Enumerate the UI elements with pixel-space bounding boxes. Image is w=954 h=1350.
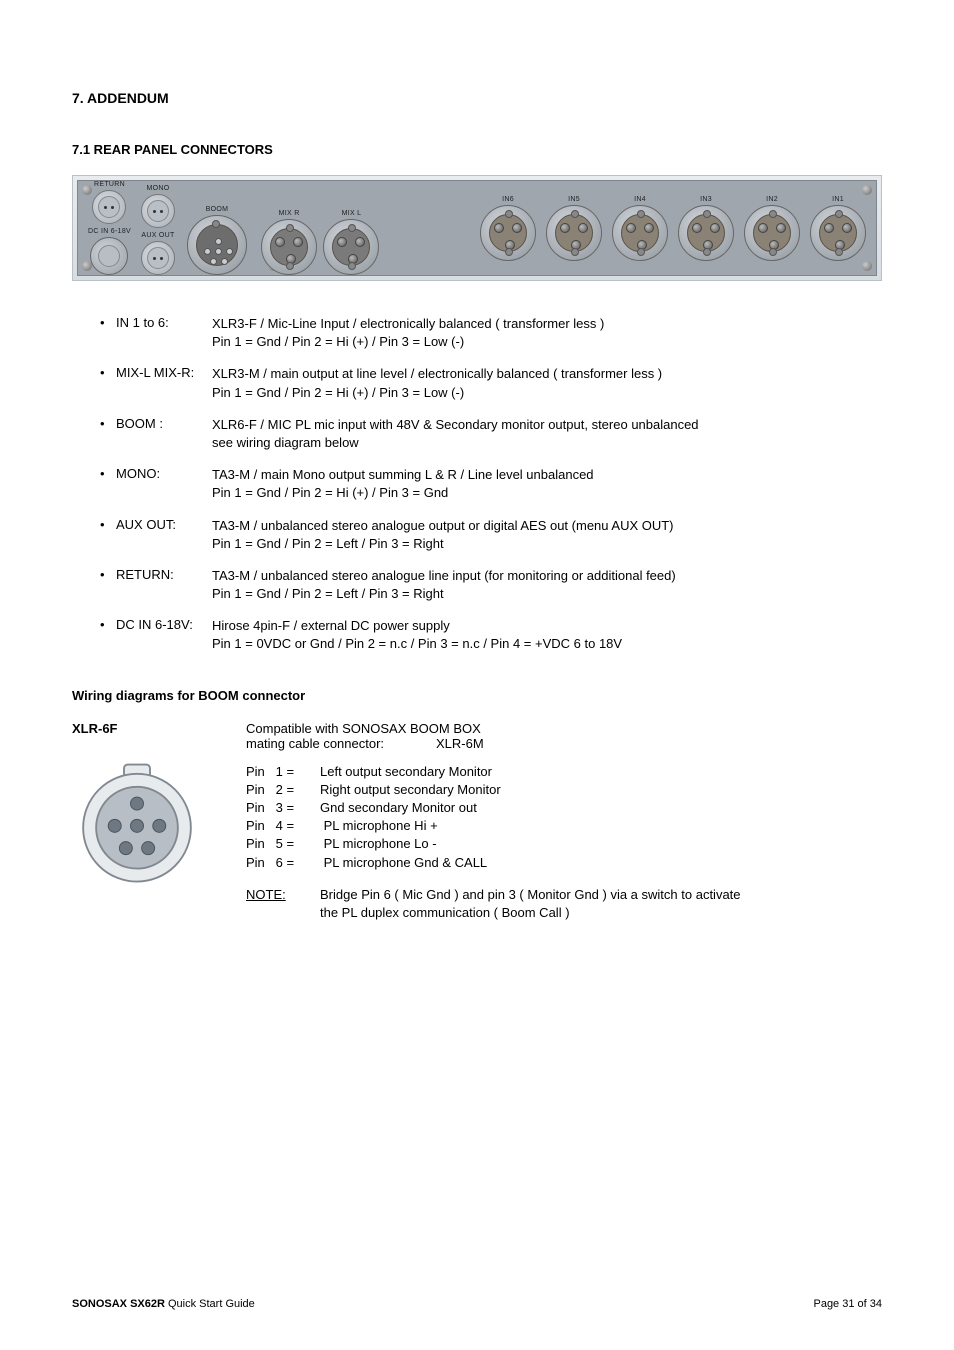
definition-term: MIX-L MIX-R: (116, 365, 212, 380)
dcin-connector-icon (90, 237, 128, 275)
pin-label: Pin 4 = (246, 817, 320, 835)
pin-label: Pin 1 = (246, 763, 320, 781)
connector-label: MONO (146, 185, 169, 192)
in1-connector-icon (810, 205, 866, 261)
pin-desc: PL microphone Lo - (320, 835, 882, 853)
pin-label: Pin 2 = (246, 781, 320, 799)
pin-row: Pin 6 = PL microphone Gnd & CALL (246, 854, 882, 872)
pin-desc: Gnd secondary Monitor out (320, 799, 882, 817)
in4-connector-icon (612, 205, 668, 261)
subsection-heading: 7.1 REAR PANEL CONNECTORS (72, 142, 882, 157)
xlr6-compat: Compatible with SONOSAX BOOM BOX (246, 721, 882, 736)
pin-row: Pin 5 = PL microphone Lo - (246, 835, 882, 853)
definition-item: MIX-L MIX-R:XLR3-M / main output at line… (100, 365, 882, 401)
pin-row: Pin 3 =Gnd secondary Monitor out (246, 799, 882, 817)
connector-label: IN4 (634, 196, 646, 203)
connector-label: IN3 (700, 196, 712, 203)
definition-term: AUX OUT: (116, 517, 212, 532)
connector-label: IN5 (568, 196, 580, 203)
connector-label: AUX OUT (141, 232, 174, 239)
definition-desc: TA3-M / main Mono output summing L & R /… (212, 466, 882, 502)
definition-item: DC IN 6-18V:Hirose 4pin-F / external DC … (100, 617, 882, 653)
connector-label: BOOM (206, 206, 229, 213)
bullet-icon (100, 617, 116, 632)
pin-desc: PL microphone Gnd & CALL (320, 854, 882, 872)
connector-label: IN6 (502, 196, 514, 203)
in3-connector-icon (678, 205, 734, 261)
definition-desc: TA3-M / unbalanced stereo analogue outpu… (212, 517, 882, 553)
xlr6f-label: XLR-6F (72, 721, 222, 736)
definition-item: IN 1 to 6:XLR3-F / Mic-Line Input / elec… (100, 315, 882, 351)
page-footer: SONOSAX SX62R Quick Start Guide Page 31 … (72, 1298, 882, 1310)
pin-label: Pin 3 = (246, 799, 320, 817)
definition-term: BOOM : (116, 416, 212, 431)
pin-label: Pin 6 = (246, 854, 320, 872)
definition-desc: XLR3-M / main output at line level / ele… (212, 365, 882, 401)
return-connector-icon (92, 190, 126, 224)
connector-label: DC IN 6-18V (88, 228, 131, 235)
definition-item: MONO:TA3-M / main Mono output summing L … (100, 466, 882, 502)
pin-table: Pin 1 =Left output secondary MonitorPin … (246, 763, 882, 872)
note-text: Bridge Pin 6 ( Mic Gnd ) and pin 3 ( Mon… (320, 886, 882, 922)
screw-icon (862, 185, 872, 195)
in6-connector-icon (480, 205, 536, 261)
wiring-heading: Wiring diagrams for BOOM connector (72, 688, 882, 703)
boom-connector-icon (187, 215, 247, 275)
definition-desc: Hirose 4pin-F / external DC power supply… (212, 617, 882, 653)
section-heading: 7. ADDENDUM (72, 90, 882, 106)
pin-desc: PL microphone Hi + (320, 817, 882, 835)
definition-desc: XLR3-F / Mic-Line Input / electronically… (212, 315, 882, 351)
auxout-connector-icon (141, 241, 175, 275)
definition-desc: XLR6-F / MIC PL mic input with 48V & Sec… (212, 416, 882, 452)
mating-value: XLR-6M (436, 736, 484, 751)
pin-row: Pin 1 =Left output secondary Monitor (246, 763, 882, 781)
bullet-icon (100, 466, 116, 481)
bullet-icon (100, 517, 116, 532)
definition-term: IN 1 to 6: (116, 315, 212, 330)
definition-item: BOOM :XLR6-F / MIC PL mic input with 48V… (100, 416, 882, 452)
connector-label: IN1 (832, 196, 844, 203)
definition-item: RETURN:TA3-M / unbalanced stereo analogu… (100, 567, 882, 603)
connector-label: IN2 (766, 196, 778, 203)
bullet-icon (100, 365, 116, 380)
bullet-icon (100, 567, 116, 582)
screw-icon (82, 261, 92, 271)
connector-label: RETURN (94, 181, 125, 188)
pin-label: Pin 5 = (246, 835, 320, 853)
definition-term: MONO: (116, 466, 212, 481)
definition-term: RETURN: (116, 567, 212, 582)
mixr-connector-icon (261, 219, 317, 275)
footer-product-bold: SONOSAX SX62R (72, 1298, 165, 1310)
note-label: NOTE: (246, 886, 320, 922)
in5-connector-icon (546, 205, 602, 261)
mono-connector-icon (141, 194, 175, 228)
connector-label: MIX L (342, 210, 362, 217)
definition-term: DC IN 6-18V: (116, 617, 212, 632)
pin-row: Pin 4 = PL microphone Hi + (246, 817, 882, 835)
footer-page: Page 31 of 34 (813, 1298, 882, 1310)
rear-panel-figure: RETURN DC IN 6-18V MONO AUX OUT (72, 175, 882, 281)
pin-row: Pin 2 =Right output secondary Monitor (246, 781, 882, 799)
mixl-connector-icon (323, 219, 379, 275)
pin-desc: Left output secondary Monitor (320, 763, 882, 781)
xlr6f-diagram (72, 754, 202, 897)
footer-product-rest: Quick Start Guide (165, 1298, 255, 1310)
in2-connector-icon (744, 205, 800, 261)
pin-desc: Right output secondary Monitor (320, 781, 882, 799)
definition-item: AUX OUT:TA3-M / unbalanced stereo analog… (100, 517, 882, 553)
screw-icon (82, 185, 92, 195)
bullet-icon (100, 416, 116, 431)
mating-label: mating cable connector: (246, 736, 436, 751)
definition-desc: TA3-M / unbalanced stereo analogue line … (212, 567, 882, 603)
screw-icon (862, 261, 872, 271)
connector-label: MIX R (279, 210, 300, 217)
connector-definitions: IN 1 to 6:XLR3-F / Mic-Line Input / elec… (100, 315, 882, 654)
bullet-icon (100, 315, 116, 330)
